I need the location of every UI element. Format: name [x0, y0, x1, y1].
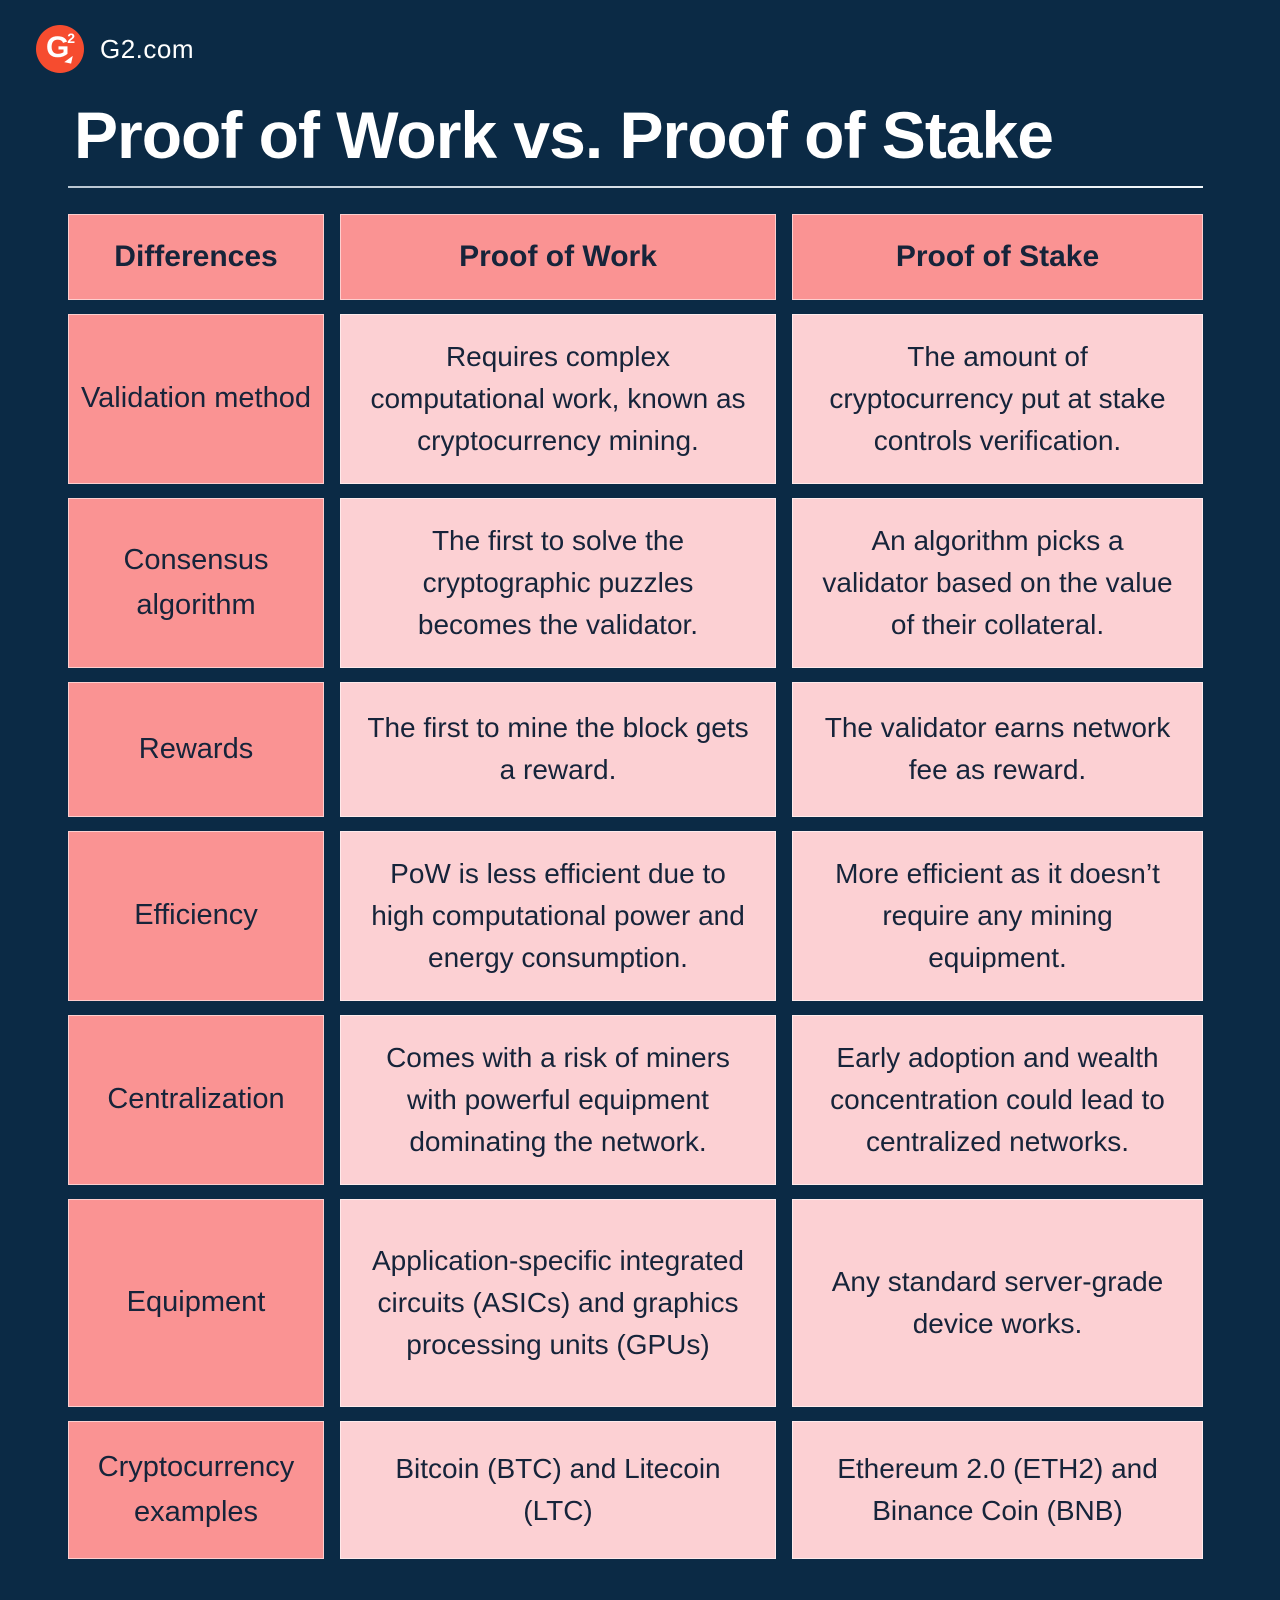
row-label: Centralization: [68, 1014, 324, 1185]
column-header-proof-of-work: Proof of Work: [340, 213, 776, 300]
pos-cell: More efficient as it doesn’t require any…: [792, 830, 1203, 1001]
pow-cell: The first to solve the cryptographic puz…: [340, 497, 776, 668]
row-label: Efficiency: [68, 830, 324, 1001]
pow-cell: Application-specific integrated circuits…: [340, 1198, 776, 1407]
page-title: Proof of Work vs. Proof of Stake: [74, 98, 1054, 172]
comparison-table: Differences Proof of Work Proof of Stake…: [68, 213, 1203, 1559]
brand-header: G 2 G2.com: [0, 0, 1280, 73]
g2-logo-superscript: 2: [67, 30, 75, 46]
pow-cell: The first to mine the block gets a rewar…: [340, 681, 776, 817]
g2-logo-arrow-notch: [64, 54, 73, 64]
pos-cell: An algorithm picks a validator based on …: [792, 497, 1203, 668]
row-label: Equipment: [68, 1198, 324, 1407]
pos-cell: Any standard server-grade device works.: [792, 1198, 1203, 1407]
brand-name: G2.com: [100, 33, 195, 64]
pow-cell: Bitcoin (BTC) and Litecoin (LTC): [340, 1420, 776, 1559]
pow-cell: PoW is less efficient due to high comput…: [340, 830, 776, 1001]
row-label: Consensus algorithm: [68, 497, 324, 668]
pos-cell: Ethereum 2.0 (ETH2) and Binance Coin (BN…: [792, 1420, 1203, 1559]
column-header-proof-of-stake: Proof of Stake: [792, 213, 1203, 300]
g2-logo-letter: G: [46, 31, 70, 64]
row-label: Rewards: [68, 681, 324, 817]
pow-cell: Requires complex computational work, kno…: [340, 313, 776, 484]
row-label: Cryptocurrency examples: [68, 1420, 324, 1559]
column-header-differences: Differences: [68, 213, 324, 300]
title-underline: [68, 185, 1203, 188]
pos-cell: The validator earns network fee as rewar…: [792, 681, 1203, 817]
pos-cell: Early adoption and wealth concentration …: [792, 1014, 1203, 1185]
pow-cell: Comes with a risk of miners with powerfu…: [340, 1014, 776, 1185]
pos-cell: The amount of cryptocurrency put at stak…: [792, 313, 1203, 484]
g2-logo-icon: G 2: [36, 25, 84, 73]
row-label: Validation method: [68, 313, 324, 484]
